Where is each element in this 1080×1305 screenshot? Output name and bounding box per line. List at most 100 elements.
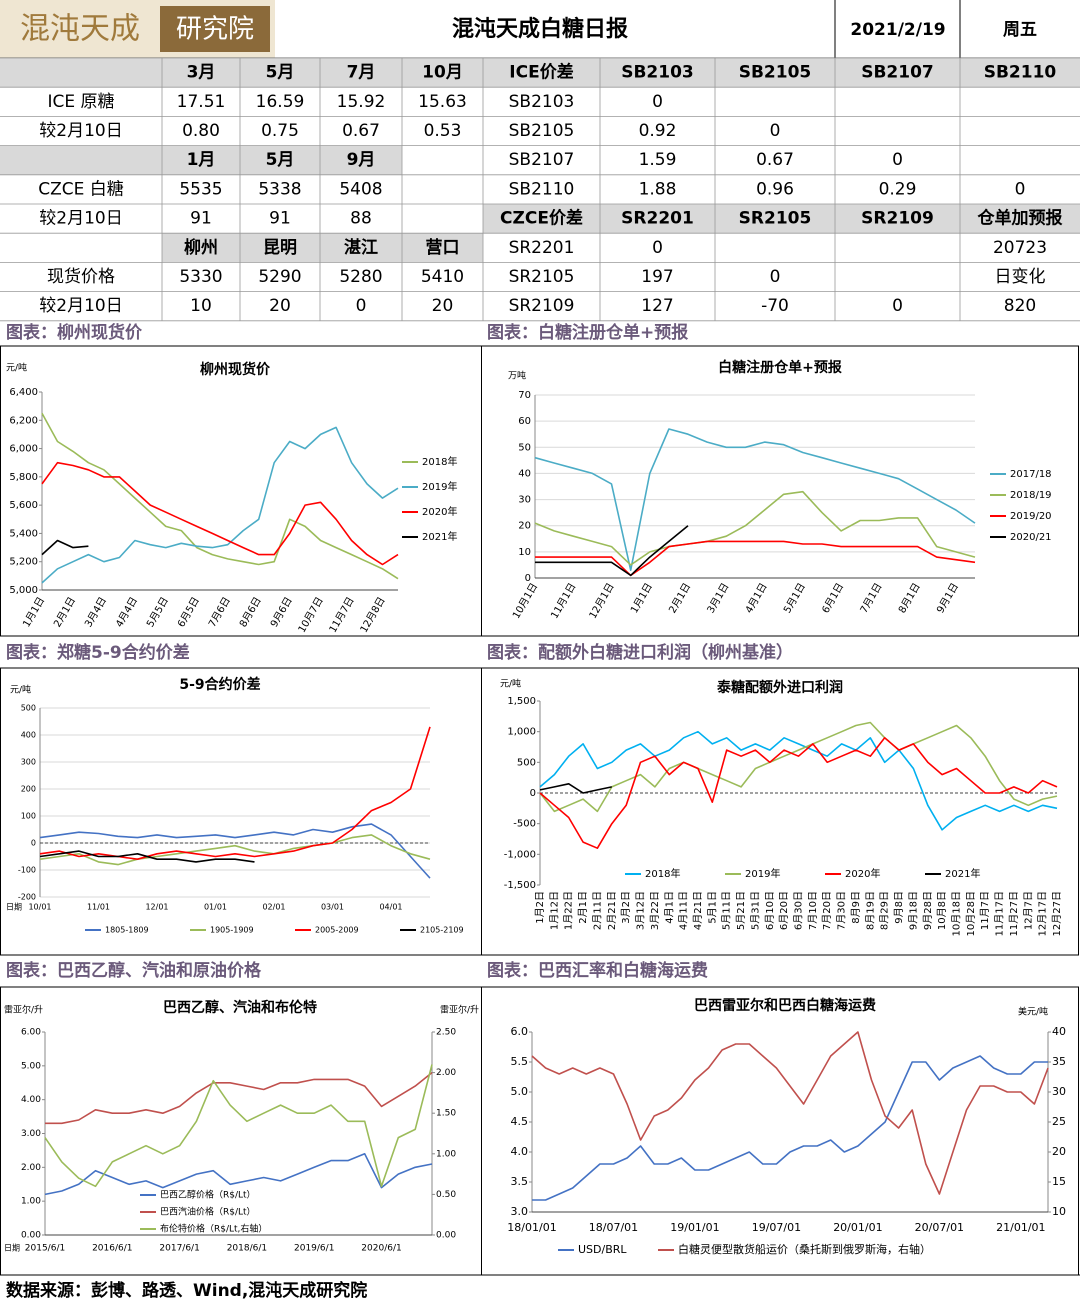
x-tick-label: 10月18日 bbox=[950, 891, 962, 936]
x-tick-label: 6月20日 bbox=[778, 891, 790, 930]
table-cell: SR2201 bbox=[621, 209, 694, 229]
table-cell: 较2月10日 bbox=[39, 296, 122, 316]
y-tick-label: 6.00 bbox=[21, 1028, 41, 1038]
y2-tick-label: 2.50 bbox=[436, 1028, 456, 1038]
table-cell: 仓单加预报 bbox=[977, 208, 1063, 229]
y-tick-label: 30 bbox=[518, 495, 531, 506]
table-cell: 0.67 bbox=[342, 121, 380, 141]
header-cell-bg bbox=[0, 58, 1080, 88]
y2-tick-label: 1.00 bbox=[436, 1149, 456, 1159]
table-cell: 20 bbox=[432, 296, 454, 316]
y-tick-label: 0 bbox=[530, 788, 536, 799]
x-tick-label: 2月21日 bbox=[606, 891, 618, 930]
x-tick-label: 19/01/01 bbox=[670, 1221, 719, 1234]
report-date: 2021/2/19 bbox=[850, 20, 945, 40]
table-cell: 5月 bbox=[266, 63, 295, 83]
y2-tick-label: 35 bbox=[1052, 1055, 1066, 1068]
legend-label: 2019年 bbox=[422, 480, 457, 493]
x-tick-label: 20/07/01 bbox=[915, 1221, 964, 1234]
y-tick-label: 6,400 bbox=[9, 387, 38, 398]
x-tick-label: 3月22日 bbox=[649, 891, 661, 930]
table-cell: SR2105 bbox=[739, 209, 812, 229]
y-tick-label: -1,000 bbox=[504, 849, 536, 860]
x-tick-label: 1月22日 bbox=[563, 891, 575, 930]
x-tick-label: 7月20日 bbox=[821, 891, 833, 930]
legend-label: 2020/21 bbox=[1010, 532, 1052, 543]
y2-tick-label: 0.50 bbox=[436, 1190, 456, 1200]
x-tick-label: 5月31日 bbox=[749, 891, 761, 930]
x-tick-label: 11月17日 bbox=[994, 891, 1006, 936]
legend-label: 2020年 bbox=[845, 867, 880, 880]
y-tick-label: 5.00 bbox=[21, 1061, 41, 1071]
series-line bbox=[39, 850, 255, 863]
x-tick-label: 3月2日 bbox=[620, 891, 632, 924]
x-tick-label: 11月27日 bbox=[1008, 891, 1020, 936]
y-tick-label: -200 bbox=[18, 893, 36, 902]
table-cell: 0.75 bbox=[261, 121, 299, 141]
table-cell: -70 bbox=[761, 296, 789, 316]
table-cell: SB2105 bbox=[739, 63, 812, 83]
x-tick-label: 9月28日 bbox=[922, 891, 934, 930]
logo-box bbox=[160, 6, 270, 52]
x-tick-label: 2月1日 bbox=[577, 891, 589, 924]
table-cell: 0 bbox=[652, 238, 663, 258]
table-cell: SR2109 bbox=[509, 296, 575, 316]
table-cell: 0 bbox=[892, 296, 903, 316]
x-tick-label: 2019/6/1 bbox=[294, 1244, 334, 1254]
x-tick-label: 2018/6/1 bbox=[227, 1244, 267, 1254]
x-tick-label: 12月7日 bbox=[1022, 891, 1034, 930]
y-tick-label: 300 bbox=[21, 758, 36, 767]
legend-label: 2018/19 bbox=[1010, 490, 1052, 501]
x-tick-label: 18/01/01 bbox=[507, 1221, 556, 1234]
y-tick-label: 3.5 bbox=[511, 1175, 529, 1188]
legend-label: 巴西乙醇价格（R$/Lt） bbox=[160, 1189, 256, 1201]
x-tick-label: 19/07/01 bbox=[752, 1221, 801, 1234]
x-tick-label: 2月11日 bbox=[591, 891, 603, 930]
table-cell: 0 bbox=[652, 92, 663, 112]
y-tick-label: 400 bbox=[21, 731, 36, 740]
legend-label: 布伦特价格（R$/Lt,右轴） bbox=[160, 1223, 267, 1235]
y2-tick-label: 2.00 bbox=[436, 1068, 456, 1078]
series-line bbox=[39, 834, 431, 866]
x-tick-label: 1月2日 bbox=[534, 891, 546, 924]
table-cell: CZCE 白糖 bbox=[38, 179, 124, 199]
x-tick-label: 10月8日 bbox=[936, 891, 948, 930]
y-tick-label: 0 bbox=[525, 573, 531, 584]
series-line bbox=[534, 428, 976, 571]
x-tick-label: 7月10日 bbox=[807, 891, 819, 930]
x-tick-label: 01/01 bbox=[204, 903, 227, 912]
table-cell: 1.59 bbox=[639, 150, 677, 170]
table-cell: 0.96 bbox=[756, 179, 794, 199]
series-line bbox=[41, 539, 89, 556]
x-tick-label: 5月21日 bbox=[735, 891, 747, 930]
x-tick-label: 11/01 bbox=[87, 903, 110, 912]
x-tick-label: 6月10日 bbox=[764, 891, 776, 930]
table-cell: 197 bbox=[641, 267, 673, 287]
y-tick-label: 6.0 bbox=[511, 1025, 529, 1038]
table-cell: SR2201 bbox=[509, 238, 575, 258]
y-unit: 元/吨 bbox=[6, 362, 27, 374]
x-tick-label: 10月28日 bbox=[965, 891, 977, 936]
y-tick-label: 1.00 bbox=[21, 1197, 41, 1207]
section-caption: 图表：柳州现货价 bbox=[6, 322, 143, 343]
series-line bbox=[44, 1153, 433, 1196]
series-line bbox=[539, 730, 1058, 831]
x-tick-label: 5月1日 bbox=[706, 891, 718, 924]
section-caption: 图表：郑糖5-9合约价差 bbox=[6, 642, 190, 663]
y-tick-label: 4.5 bbox=[511, 1115, 529, 1128]
y-tick-label: 500 bbox=[21, 704, 36, 713]
table-cell: SR2109 bbox=[861, 209, 934, 229]
table-cell: SB2105 bbox=[509, 121, 575, 141]
y2-unit: 雷亚尔/升 bbox=[440, 1004, 479, 1016]
table-cell: 0 bbox=[770, 121, 781, 141]
series-line bbox=[41, 412, 399, 580]
legend-label: 2021年 bbox=[422, 530, 457, 543]
x-label: 日期 bbox=[4, 1244, 20, 1253]
series-line bbox=[539, 721, 1058, 813]
table-cell: 7月 bbox=[347, 63, 376, 83]
y-tick-label: 1,000 bbox=[507, 727, 536, 738]
table-cell: 5408 bbox=[339, 179, 382, 199]
report-title: 混沌天成白糖日报 bbox=[452, 16, 628, 42]
y-unit: 元/吨 bbox=[10, 684, 31, 696]
series-line bbox=[39, 726, 431, 860]
